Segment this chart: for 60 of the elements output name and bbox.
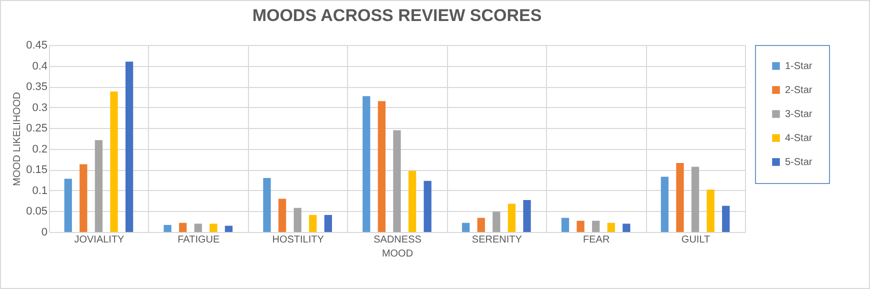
bar: [561, 218, 570, 232]
bar: [210, 224, 218, 232]
bar: [294, 208, 302, 232]
bar: [278, 198, 286, 232]
bar: [523, 200, 531, 232]
y-tick-label: 0.3: [32, 102, 48, 114]
bar: [408, 170, 416, 232]
y-axis-title: MOOD LIKELIHOOD: [12, 92, 24, 186]
bar: [362, 96, 370, 232]
bar: [110, 92, 118, 232]
bar: [462, 222, 470, 232]
y-tick-label: 0.35: [26, 81, 48, 94]
y-tick-label: 0.25: [26, 122, 48, 135]
bar: [706, 190, 714, 232]
chart-title: MOODS ACROSS REVIEW SCORES: [252, 6, 542, 25]
x-tick-label: FATIGUE: [178, 234, 220, 246]
bar: [492, 212, 500, 232]
bar: [622, 224, 630, 232]
x-tick-label: SADNESS: [374, 234, 422, 246]
legend-label: 4-Star: [785, 133, 813, 144]
y-tick-label: 0.45: [26, 40, 48, 52]
x-tick-label: JOVIALITY: [74, 234, 125, 246]
bar: [592, 220, 600, 232]
bar: [576, 220, 584, 232]
bar: [179, 222, 187, 232]
bar: [393, 130, 401, 232]
bar: [607, 222, 615, 232]
y-tick-label: 0.15: [26, 164, 48, 176]
bar: [722, 206, 730, 232]
bar: [508, 204, 516, 232]
x-tick-label: FEAR: [583, 234, 610, 246]
bar: [64, 178, 72, 232]
x-tick-label: HOSTILITY: [272, 234, 324, 246]
bar: [676, 163, 684, 232]
bar: [378, 101, 386, 232]
bar: [164, 224, 172, 232]
bar: [224, 226, 233, 232]
y-tick-label: 0.05: [26, 206, 48, 218]
bar: [125, 62, 134, 232]
y-tick-label: 0.1: [32, 184, 48, 197]
y-tick-label: 0: [41, 226, 48, 238]
bar: [477, 218, 485, 232]
x-axis-title: MOOD: [382, 248, 414, 260]
y-tick-label: 0.2: [32, 143, 48, 156]
legend-label: 5-Star: [785, 157, 813, 168]
x-tick-label: GUILT: [681, 234, 710, 246]
bar: [263, 178, 271, 232]
bar: [660, 176, 669, 232]
bar: [94, 140, 103, 232]
legend-label: 2-Star: [785, 85, 813, 96]
x-tick-label: SERENITY: [472, 234, 522, 246]
legend-label: 3-Star: [785, 109, 813, 120]
bar: [691, 166, 700, 232]
legend-label: 1-Star: [785, 61, 813, 72]
bar: [424, 180, 432, 232]
bar: [309, 214, 317, 232]
bar: [324, 214, 332, 232]
y-tick-label: 0.4: [32, 60, 48, 72]
bar: [194, 224, 202, 232]
bar: [80, 164, 88, 232]
